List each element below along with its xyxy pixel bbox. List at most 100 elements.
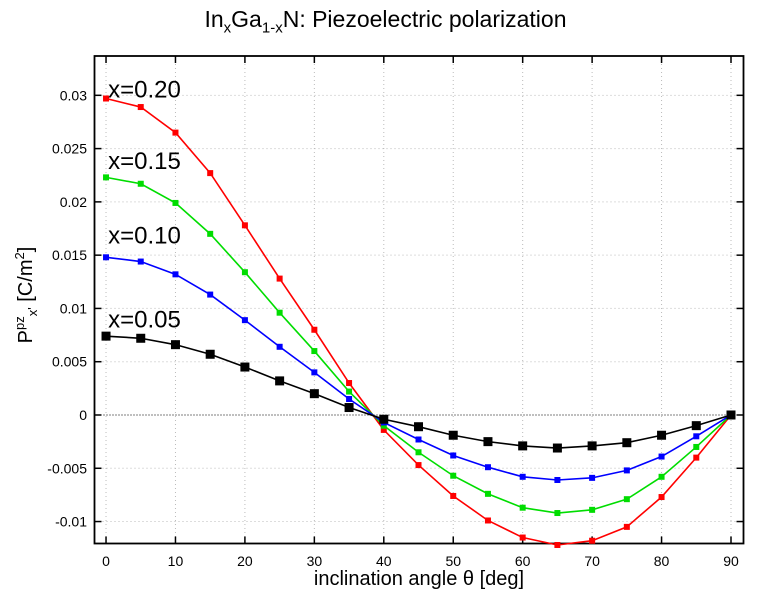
- data-point-x=0.05: [136, 333, 146, 343]
- y-tick-label: 0.025: [52, 141, 87, 157]
- data-point-x=0.15: [241, 269, 248, 276]
- data-point-x=0.15: [415, 449, 422, 456]
- ylabel-unit-close: ]: [14, 246, 37, 253]
- data-point-x=0.20: [450, 492, 457, 499]
- x-tick-label: 60: [515, 553, 531, 569]
- curve-label-x=0.15: x=0.15: [108, 148, 181, 175]
- y-tick-label: 0.03: [60, 87, 87, 103]
- curve-label-x=0.10: x=0.10: [108, 222, 181, 249]
- y-axis-label: Ppzx' [C/m2]: [12, 247, 40, 344]
- curve-label-x=0.05: x=0.05: [108, 307, 181, 334]
- data-point-x=0.20: [103, 95, 110, 102]
- data-point-x=0.20: [380, 426, 387, 433]
- data-point-x=0.20: [276, 275, 283, 282]
- data-point-x=0.05: [448, 430, 458, 440]
- data-point-x=0.15: [346, 388, 353, 395]
- data-point-x=0.20: [415, 462, 422, 469]
- data-point-x=0.15: [207, 230, 214, 237]
- x-tick-label: 80: [654, 553, 670, 569]
- data-point-x=0.15: [380, 422, 387, 429]
- chart-title: InxGa1-xN: Piezoelectric polarization: [0, 6, 771, 37]
- x-tick-label: 0: [102, 553, 110, 569]
- y-tick-label: -0.005: [47, 460, 87, 476]
- data-point-x=0.05: [414, 422, 424, 432]
- data-point-x=0.15: [623, 496, 630, 503]
- data-point-x=0.05: [552, 443, 562, 453]
- data-point-x=0.20: [693, 454, 700, 461]
- series-line-x=0.10: [105, 256, 732, 481]
- data-point-x=0.05: [275, 376, 285, 386]
- data-point-x=0.15: [589, 506, 596, 513]
- data-point-x=0.10: [415, 436, 422, 443]
- data-point-x=0.20: [311, 326, 318, 333]
- data-point-x=0.10: [346, 396, 353, 403]
- data-point-x=0.15: [137, 180, 144, 187]
- data-point-x=0.10: [519, 473, 526, 480]
- data-point-x=0.10: [276, 343, 283, 350]
- data-point-x=0.10: [172, 271, 179, 278]
- data-point-x=0.05: [691, 421, 701, 431]
- ylabel-unit-open: [C/m: [14, 259, 37, 308]
- data-point-x=0.10: [484, 464, 491, 471]
- y-tick-label: 0.01: [60, 300, 87, 316]
- title-element-ga: Ga: [231, 6, 262, 32]
- data-point-x=0.05: [518, 441, 528, 451]
- title-subscript-1mx: 1-x: [261, 19, 283, 37]
- data-point-x=0.20: [172, 129, 179, 136]
- ylabel-subscript-xprime: x': [24, 307, 40, 317]
- data-point-x=0.05: [101, 331, 111, 341]
- curve-label-x=0.20: x=0.20: [108, 76, 181, 103]
- series-line-x=0.20: [105, 97, 732, 546]
- data-point-x=0.15: [484, 490, 491, 497]
- data-point-x=0.05: [240, 362, 250, 372]
- data-point-x=0.15: [172, 199, 179, 206]
- data-point-x=0.10: [241, 317, 248, 324]
- data-point-x=0.05: [622, 438, 632, 448]
- data-point-x=0.20: [589, 537, 596, 544]
- data-point-x=0.15: [276, 309, 283, 316]
- data-point-x=0.20: [207, 170, 214, 177]
- data-point-x=0.10: [137, 258, 144, 265]
- y-tick-label: 0.015: [52, 247, 87, 263]
- data-point-x=0.15: [450, 472, 457, 479]
- data-point-x=0.20: [658, 494, 665, 501]
- data-point-x=0.20: [519, 534, 526, 541]
- data-point-x=0.15: [658, 473, 665, 480]
- data-point-x=0.15: [693, 443, 700, 450]
- x-tick-label: 50: [445, 553, 461, 569]
- x-tick-label: 90: [723, 553, 739, 569]
- data-point-x=0.20: [623, 523, 630, 530]
- data-point-x=0.05: [170, 340, 180, 350]
- x-tick-label: 70: [584, 553, 600, 569]
- y-tick-label: 0: [79, 407, 87, 423]
- x-axis-label: inclination angle θ [deg]: [313, 568, 525, 590]
- data-point-x=0.05: [379, 414, 389, 424]
- ylabel-symbol: P: [14, 329, 37, 344]
- data-point-x=0.05: [205, 349, 215, 359]
- data-point-x=0.15: [519, 504, 526, 511]
- ylabel-superscript-pz: pz: [12, 316, 28, 330]
- data-point-x=0.10: [589, 474, 596, 481]
- data-point-x=0.05: [483, 437, 493, 447]
- data-point-x=0.20: [137, 104, 144, 111]
- data-point-x=0.05: [726, 410, 736, 420]
- data-point-x=0.20: [346, 380, 353, 387]
- title-element-in: In: [204, 6, 224, 32]
- series-line-x=0.05: [105, 335, 732, 449]
- data-point-x=0.10: [103, 254, 110, 261]
- data-point-x=0.05: [309, 389, 319, 399]
- data-point-x=0.05: [587, 441, 597, 451]
- data-point-x=0.15: [311, 348, 318, 355]
- x-tick-label: 20: [237, 553, 253, 569]
- title-rest: N: Piezoelectric polarization: [282, 6, 567, 32]
- y-tick-label: 0.02: [60, 194, 87, 210]
- data-point-x=0.15: [554, 510, 561, 517]
- data-point-x=0.05: [344, 403, 354, 413]
- data-point-x=0.20: [554, 541, 561, 548]
- data-point-x=0.05: [657, 430, 667, 440]
- data-point-x=0.10: [623, 467, 630, 474]
- x-tick-label: 40: [376, 553, 392, 569]
- data-point-x=0.10: [311, 369, 318, 376]
